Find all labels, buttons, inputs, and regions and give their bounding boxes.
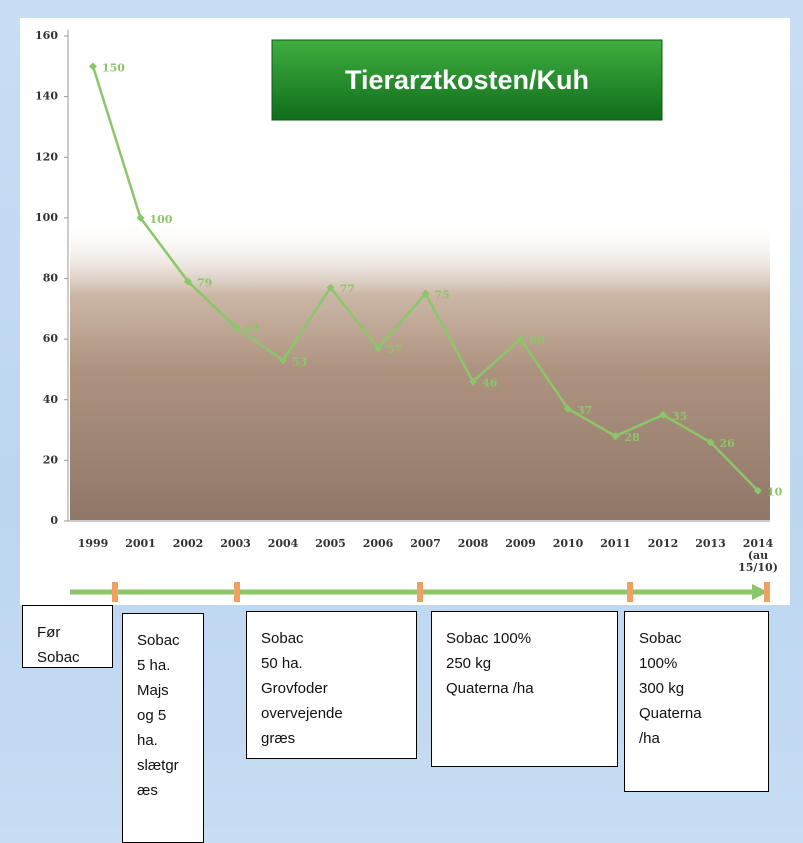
data-label: 77 bbox=[340, 283, 355, 296]
box-line: Quaterna /ha bbox=[446, 676, 617, 701]
x-tick-label: 2004 bbox=[263, 538, 303, 550]
data-label: 26 bbox=[720, 437, 736, 450]
timeline-tick bbox=[764, 582, 770, 602]
y-tick-label: 40 bbox=[43, 393, 59, 406]
y-tick-label: 20 bbox=[43, 453, 59, 466]
data-label: 150 bbox=[102, 61, 125, 74]
x-tick-label: 2013 bbox=[691, 538, 731, 550]
x-tick-label: 2001 bbox=[121, 538, 161, 550]
x-tick-label: 2002 bbox=[168, 538, 208, 550]
data-label: 37 bbox=[577, 404, 592, 417]
box-line: 50 ha. bbox=[261, 651, 416, 676]
data-label: 46 bbox=[482, 377, 498, 390]
y-tick-label: 80 bbox=[43, 272, 59, 285]
x-tick-label: 2003 bbox=[216, 538, 256, 550]
box-line: græs bbox=[261, 726, 416, 751]
box-line: 100% bbox=[639, 651, 768, 676]
box-line: Sobac bbox=[261, 626, 416, 651]
box-line: Sobac bbox=[37, 645, 112, 670]
page: {"chart_data": {"type": "line", "title":… bbox=[0, 0, 803, 828]
x-tick-label: 1999 bbox=[73, 538, 113, 550]
box-line: 5 ha. bbox=[137, 653, 203, 678]
x-tick-label: 2006 bbox=[358, 538, 398, 550]
x-tick-label: 2012 bbox=[643, 538, 683, 550]
box-line: 250 kg bbox=[446, 651, 617, 676]
box-line: 300 kg bbox=[639, 676, 768, 701]
data-label: 35 bbox=[672, 410, 687, 423]
box-line: æs bbox=[137, 778, 203, 803]
box-line: slætgr bbox=[137, 753, 203, 778]
box-line: Sobac bbox=[137, 628, 203, 653]
x-tick-label: 2008 bbox=[453, 538, 493, 550]
x-tick-label: 2014 (au 15/10) bbox=[738, 538, 778, 574]
data-label: 64 bbox=[245, 322, 261, 335]
box-line: Sobac bbox=[639, 626, 768, 651]
y-tick-label: 0 bbox=[50, 514, 58, 527]
box-line: overvejende bbox=[261, 701, 416, 726]
box-line: /ha bbox=[639, 726, 768, 751]
y-tick-label: 140 bbox=[35, 90, 58, 103]
box-line: Majs bbox=[137, 678, 203, 703]
box-line: Sobac 100% bbox=[446, 626, 617, 651]
y-tick-label: 120 bbox=[35, 150, 58, 163]
data-label: 75 bbox=[435, 289, 450, 302]
box-line: ha. bbox=[137, 728, 203, 753]
timeline-tick bbox=[112, 582, 118, 602]
chart-title: Tierarztkosten/Kuh bbox=[345, 65, 589, 95]
x-tick-label: 2010 bbox=[548, 538, 588, 550]
box-line: Quaterna bbox=[639, 701, 768, 726]
data-label: 53 bbox=[292, 355, 307, 368]
box-line: Før bbox=[37, 620, 112, 645]
x-tick-label: 2007 bbox=[406, 538, 446, 550]
timeline-tick bbox=[234, 582, 240, 602]
data-label: 57 bbox=[387, 343, 402, 356]
x-tick-label: 2009 bbox=[501, 538, 541, 550]
data-label: 28 bbox=[625, 431, 641, 444]
x-tick-label: 2011 bbox=[596, 538, 636, 550]
data-label: 60 bbox=[530, 334, 546, 347]
y-tick-label: 100 bbox=[35, 211, 58, 224]
x-tick-label: 2005 bbox=[311, 538, 351, 550]
timeline-tick bbox=[417, 582, 423, 602]
y-tick-label: 60 bbox=[43, 332, 59, 345]
box-line: og 5 bbox=[137, 703, 203, 728]
data-label: 100 bbox=[150, 213, 173, 226]
box-line: Grovfoder bbox=[261, 676, 416, 701]
timeline-tick bbox=[627, 582, 633, 602]
data-label: 10 bbox=[767, 486, 783, 499]
data-label: 79 bbox=[197, 277, 212, 290]
y-tick-label: 160 bbox=[35, 29, 58, 42]
